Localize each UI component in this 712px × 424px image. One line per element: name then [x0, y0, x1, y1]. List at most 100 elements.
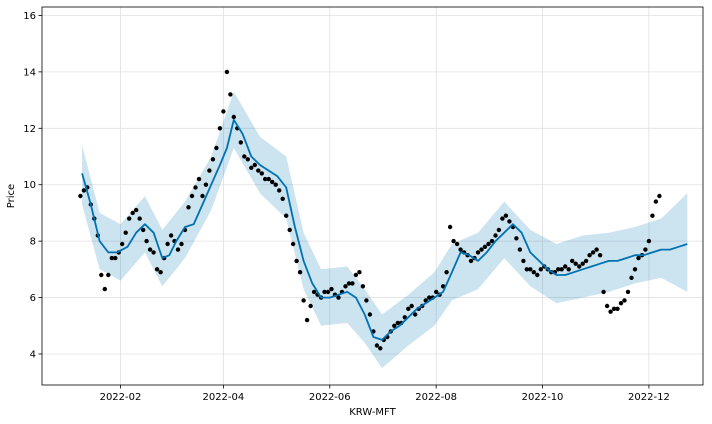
- observed-point: [284, 213, 289, 218]
- observed-point: [608, 309, 613, 314]
- forecast-line: [81, 118, 688, 341]
- observed-point: [500, 216, 505, 221]
- observed-point: [325, 289, 331, 295]
- plot-area: [41, 6, 704, 386]
- observed-point: [493, 233, 498, 238]
- observed-point: [130, 210, 135, 216]
- observed-point: [636, 255, 641, 261]
- observed-point: [311, 289, 317, 295]
- observed-point: [601, 289, 606, 295]
- x-tick-label: 2022-02: [100, 392, 142, 403]
- observed-point: [528, 267, 533, 272]
- observed-point: [587, 253, 592, 258]
- y-tick-label: 12: [23, 124, 36, 135]
- observed-point: [486, 241, 491, 247]
- y-tick-label: 16: [23, 11, 36, 22]
- observed-point: [266, 176, 271, 182]
- y-axis-label: Price: [6, 184, 17, 208]
- observed-point: [301, 298, 306, 303]
- observed-point: [78, 193, 83, 199]
- observed-point: [151, 250, 156, 255]
- observed-point: [427, 295, 432, 300]
- x-tick-label: 2022-12: [628, 392, 670, 403]
- observed-point: [263, 176, 268, 182]
- observed-point: [297, 270, 303, 275]
- observed-point: [102, 286, 108, 292]
- x-tick-label: 2022-06: [309, 392, 351, 403]
- observed-point: [573, 261, 578, 266]
- observed-point: [179, 241, 184, 247]
- x-tick-label: 2022-10: [522, 392, 564, 403]
- observed-point: [632, 267, 638, 272]
- x-tick-label: 2022-04: [202, 392, 244, 403]
- observed-point: [158, 270, 163, 275]
- observed-point: [622, 298, 627, 303]
- observed-point: [106, 272, 111, 278]
- x-tick-label: 2022-08: [415, 392, 457, 403]
- observed-point: [367, 312, 373, 317]
- axis-ticks: 2022-02 2022-04 2022-06 2022-08 2022-10 2022-…: [23, 11, 670, 403]
- observed-point: [210, 157, 216, 162]
- observed-point: [304, 317, 310, 323]
- observed-point: [270, 179, 275, 185]
- y-tick-label: 4: [30, 349, 36, 360]
- observed-point: [123, 230, 128, 235]
- observed-point: [186, 205, 191, 210]
- observed-point: [336, 295, 341, 300]
- observed-point: [559, 267, 564, 272]
- observed-point: [259, 171, 264, 176]
- observed-point: [175, 247, 181, 252]
- y-tick-label: 6: [30, 293, 36, 304]
- observed-point: [189, 193, 195, 199]
- observed-point: [252, 162, 257, 168]
- observed-point: [629, 275, 634, 280]
- observed-point: [277, 188, 282, 193]
- observed-point: [535, 272, 540, 278]
- observed-point: [521, 258, 526, 264]
- observed-point: [468, 258, 474, 264]
- uncertainty-band: [82, 91, 688, 369]
- observed-point: [392, 323, 397, 328]
- observed-point: [168, 233, 174, 238]
- observed-point: [447, 224, 453, 230]
- observed-point: [395, 320, 400, 326]
- observed-point: [308, 303, 313, 309]
- observed-point: [350, 281, 355, 286]
- observed-point: [196, 176, 202, 182]
- y-tick-label: 14: [23, 67, 36, 78]
- observed-point: [147, 247, 153, 252]
- observed-point: [217, 126, 223, 131]
- observed-point: [290, 241, 296, 247]
- observed-point: [618, 301, 624, 306]
- observed-point: [611, 306, 617, 311]
- observed-point: [482, 244, 488, 249]
- observed-point: [458, 247, 463, 252]
- observed-point: [353, 272, 359, 278]
- observed-point: [556, 267, 561, 272]
- observed-point: [224, 69, 230, 75]
- observed-point: [193, 185, 198, 190]
- observed-point: [507, 219, 512, 224]
- y-tick-label: 10: [23, 180, 36, 191]
- observed-point: [360, 284, 366, 289]
- observed-point: [228, 92, 233, 97]
- observed-point: [413, 312, 418, 317]
- observed-point: [346, 281, 352, 286]
- observed-point: [256, 168, 261, 173]
- observed-point: [524, 267, 529, 272]
- observed-point: [570, 258, 575, 264]
- observed-point: [231, 114, 236, 120]
- observed-point: [280, 196, 285, 201]
- observed-point: [451, 238, 456, 244]
- observed-point: [643, 247, 648, 252]
- observed-point: [615, 306, 620, 311]
- observed-point: [214, 145, 219, 151]
- observed-point: [650, 213, 655, 218]
- observed-point: [514, 236, 519, 241]
- observed-point: [109, 255, 115, 261]
- observed-point: [113, 255, 118, 261]
- observed-point: [489, 238, 495, 244]
- uncertainty-interval: [82, 91, 688, 369]
- observed-point: [99, 272, 104, 278]
- observed-point: [343, 284, 348, 289]
